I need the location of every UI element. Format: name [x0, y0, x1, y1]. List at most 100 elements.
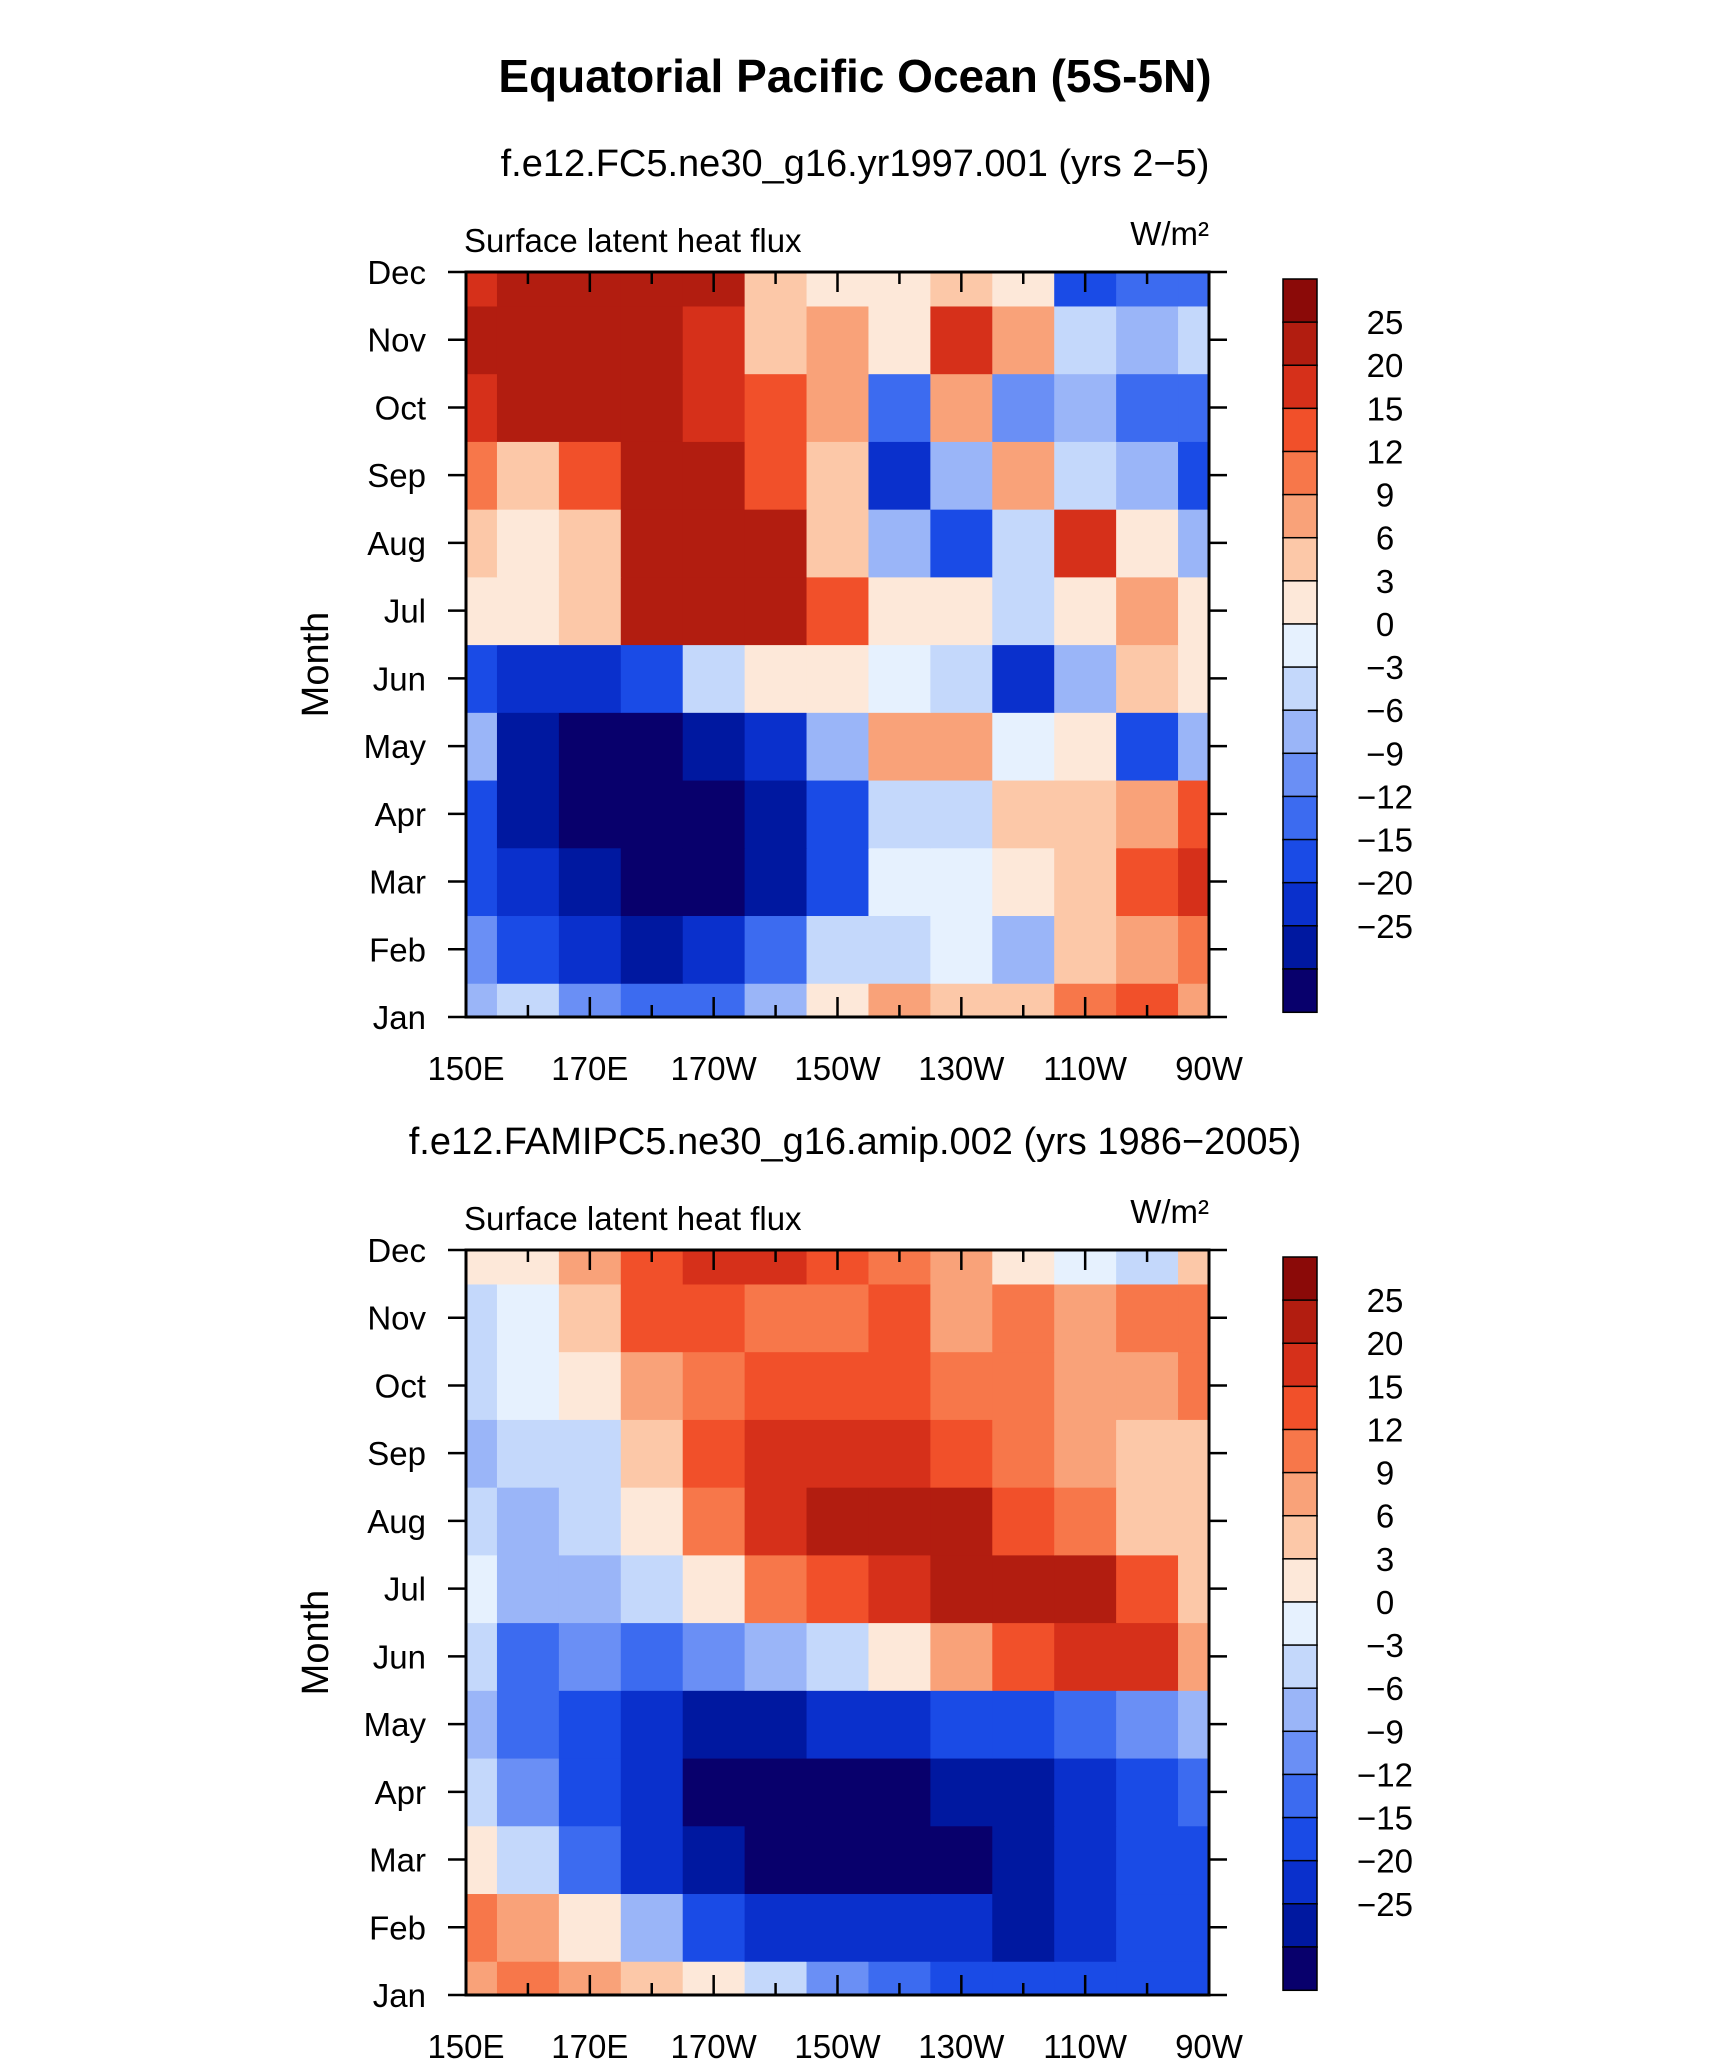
heatmap-cell: [930, 1283, 993, 1353]
colorbar-box: [1282, 1730, 1318, 1776]
heatmap-cell: [1116, 1622, 1179, 1691]
heatmap-cell: [496, 305, 560, 375]
heatmap-cell: [682, 1419, 746, 1488]
colorbar-label: 6: [1376, 520, 1394, 557]
heatmap-cell: [1116, 1825, 1179, 1895]
heatmap-cell: [496, 1893, 560, 1962]
y-tick-label: Jan: [373, 1977, 426, 2014]
y-tick-label: May: [364, 1706, 427, 1743]
colorbar-label: 3: [1376, 1541, 1394, 1578]
heatmap-cell: [558, 712, 622, 781]
heatmap-cell: [1054, 1893, 1117, 1962]
colorbar-label: −15: [1357, 822, 1413, 859]
heatmap-cell: [1116, 644, 1179, 713]
heatmap-cell: [930, 779, 993, 849]
heatmap-cell: [806, 509, 870, 578]
heatmap-cell: [744, 1757, 808, 1827]
heatmap-cell: [496, 1487, 560, 1556]
x-tick-label: 170W: [671, 1050, 758, 1087]
heatmap-cell: [930, 847, 993, 917]
colorbar: 25 20 15 12 9 6 3 0 −3 −6 −9 −12 −15 −20 −25: [1282, 1256, 1413, 1992]
heatmap-cell: [992, 779, 1055, 849]
heatmap-cell: [682, 779, 746, 849]
heatmap-cell: [992, 1283, 1055, 1353]
heatmap-cell: [806, 1487, 870, 1556]
panel-title: f.e12.FC5.ne30_g16.yr1997.001 (yrs 2−5): [501, 143, 1210, 185]
x-tick-label: 90W: [1175, 2028, 1244, 2062]
heatmap-cell: [1178, 272, 1209, 307]
heatmap-cell: [558, 1622, 622, 1691]
colorbar-box: [1282, 838, 1318, 884]
heatmap-cell: [620, 712, 684, 781]
heatmap-cell: [744, 644, 808, 713]
heatmap-cell: [930, 1757, 993, 1827]
heatmap-cell: [1054, 1351, 1117, 1420]
y-tick-label: Dec: [367, 1232, 426, 1269]
heatmap-cell: [466, 1419, 498, 1488]
heatmap-cell: [744, 441, 808, 510]
heatmap-cell: [466, 1825, 498, 1895]
heatmap-cell: [806, 847, 870, 917]
variable-label: Surface latent heat flux: [464, 222, 802, 259]
heatmap-cell: [806, 1893, 870, 1962]
colorbar-label: 25: [1367, 1282, 1404, 1319]
colorbar-label: 12: [1367, 1411, 1404, 1448]
heatmap-cell: [1054, 1487, 1117, 1556]
heatmap-cell: [1178, 576, 1209, 646]
colorbar-box: [1282, 1558, 1318, 1603]
heatmap-cell: [868, 576, 931, 646]
heatmap-cell: [806, 1554, 870, 1624]
colorbar-label: −12: [1357, 1756, 1413, 1793]
heatmap-cell: [558, 441, 622, 510]
heatmap-cell: [620, 305, 684, 375]
colorbar-box: [1282, 1385, 1318, 1431]
heatmap-cell: [992, 441, 1055, 510]
colorbar-box: [1282, 752, 1318, 798]
heatmap-cell: [620, 373, 684, 442]
heatmap-cell: [806, 1690, 870, 1759]
colorbar-box: [1282, 666, 1318, 712]
colorbar-box: [1282, 1903, 1318, 1948]
heatmap-cell: [1054, 305, 1117, 375]
heatmap-cell: [682, 712, 746, 781]
colorbar-label: −6: [1366, 1670, 1404, 1707]
heatmap-cell: [868, 1690, 931, 1759]
heatmap-cell: [682, 1622, 746, 1691]
y-tick-label: Nov: [367, 322, 426, 359]
heatmap-cell: [558, 305, 622, 375]
colorbar-box: [1282, 1773, 1318, 1819]
y-tick-label: Mar: [369, 1842, 426, 1879]
colorbar-box: [1282, 709, 1318, 755]
heatmap-cell: [930, 644, 993, 713]
y-tick-label: Jan: [373, 999, 426, 1036]
heatmap-cell: [868, 915, 931, 984]
colorbar-box: [1282, 536, 1318, 582]
colorbar-label: 15: [1367, 390, 1404, 427]
heatmap-cell: [466, 1757, 498, 1827]
heatmap-cell: [466, 1351, 498, 1420]
heatmap-cell: [992, 1487, 1055, 1556]
colorbar-label: 20: [1367, 1325, 1404, 1362]
heatmap-cell: [558, 644, 622, 713]
heatmap-cell: [868, 509, 931, 578]
heatmap-cell: [496, 1351, 560, 1420]
colorbar-box: [1282, 1601, 1318, 1647]
heatmap-cell: [1178, 983, 1209, 1017]
heatmap-cell: [496, 847, 560, 917]
heatmap-cell: [466, 1690, 498, 1759]
heatmap-cell: [682, 509, 746, 578]
heatmap-cell: [682, 1487, 746, 1556]
heatmap-cell: [744, 1893, 808, 1962]
colorbar-label: 25: [1367, 304, 1404, 341]
heatmap-cell: [1054, 1690, 1117, 1759]
heatmap-cell: [466, 305, 498, 375]
heatmap-cell: [744, 1487, 808, 1556]
colorbar-box: [1282, 925, 1318, 970]
heatmap-cell: [1116, 712, 1179, 781]
colorbar-box: [1282, 1946, 1318, 1992]
heatmap-cell: [620, 915, 684, 984]
heatmap-cell: [930, 1554, 993, 1624]
heatmap-cell: [466, 1554, 498, 1624]
heatmap-cell: [682, 576, 746, 646]
heatmap-cell: [806, 1757, 870, 1827]
